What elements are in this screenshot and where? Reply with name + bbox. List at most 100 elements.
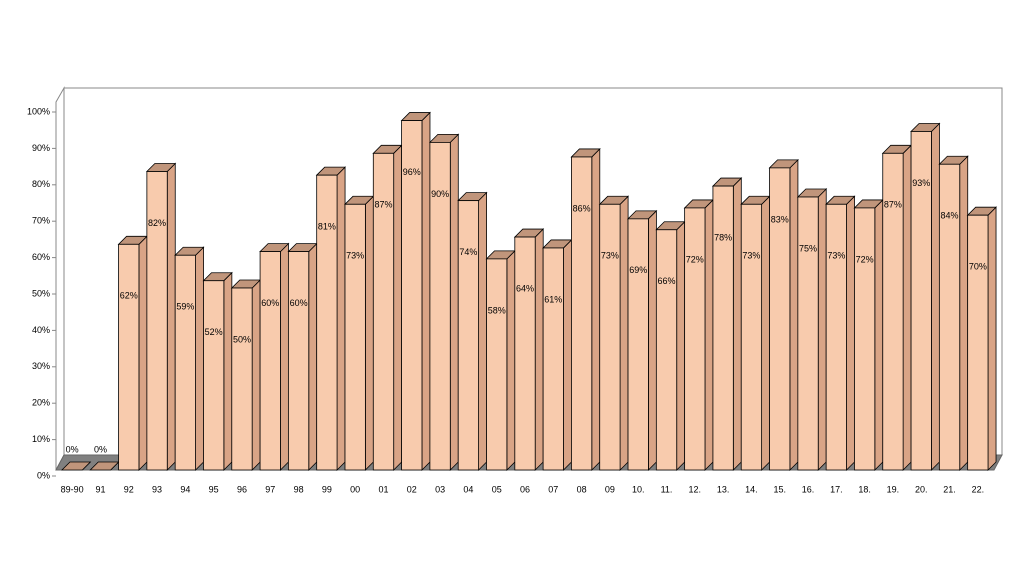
value-label: 62%	[120, 291, 138, 301]
x-tick-label: 94	[180, 484, 190, 494]
value-label: 96%	[403, 167, 421, 177]
bar-side	[251, 279, 261, 471]
bar-side	[987, 206, 997, 471]
x-tick-label: 91	[95, 484, 105, 494]
y-tick-label: 100%	[27, 106, 50, 116]
value-label: 60%	[290, 298, 308, 308]
bar	[457, 200, 479, 471]
value-label: 59%	[176, 302, 194, 312]
bar	[769, 167, 791, 471]
bar	[938, 163, 961, 471]
x-tick-label: 89-90	[61, 484, 84, 494]
x-tick-label: 01	[378, 484, 388, 494]
x-tick-label: 22.	[972, 484, 985, 494]
bar	[854, 207, 876, 471]
bar-side	[761, 195, 771, 471]
bar	[174, 254, 196, 471]
value-label: 69%	[629, 265, 647, 275]
value-label: 70%	[969, 262, 987, 272]
x-tick-label: 13.	[717, 484, 730, 494]
bar-side	[959, 155, 969, 471]
bar	[684, 207, 706, 471]
bar	[203, 280, 225, 471]
value-label: 58%	[488, 305, 506, 315]
bar	[910, 131, 932, 471]
y-tick-label: 80%	[32, 179, 50, 189]
value-label: 87%	[884, 200, 902, 210]
x-tick-label: 93	[152, 484, 162, 494]
value-label: 73%	[742, 251, 760, 261]
value-label: 74%	[459, 247, 477, 257]
bar-side	[846, 195, 855, 471]
x-tick-label: 95	[209, 484, 219, 494]
bar	[372, 152, 395, 471]
value-label: 78%	[714, 232, 732, 242]
x-tick-label: 07	[548, 484, 558, 494]
bar-top	[60, 461, 92, 471]
x-tick-label: 06	[520, 484, 530, 494]
y-tick-label: 30%	[32, 361, 50, 371]
x-tick-label: 00	[350, 484, 360, 494]
x-tick-label: 10.	[632, 484, 645, 494]
value-label: 0%	[94, 444, 107, 454]
bar-side	[478, 191, 487, 471]
bar-side	[280, 242, 289, 471]
value-label: 86%	[573, 203, 591, 213]
x-tick-label: 20.	[915, 484, 928, 494]
value-label: 73%	[601, 251, 619, 261]
y-tick-label: 0%	[37, 470, 50, 480]
bar-side	[874, 198, 884, 471]
y-tick-label: 10%	[32, 434, 50, 444]
y-tick-label: 90%	[32, 143, 50, 153]
bar	[514, 236, 536, 471]
value-label: 82%	[148, 218, 166, 228]
x-tick-label: 97	[265, 484, 275, 494]
x-tick-label: 04	[463, 484, 473, 494]
x-tick-label: 17.	[830, 484, 843, 494]
bar-side	[534, 228, 544, 471]
value-label: 73%	[827, 251, 845, 261]
x-tick-label: 96	[237, 484, 247, 494]
bar-side	[648, 209, 657, 471]
bar	[146, 171, 168, 471]
bar-side	[506, 249, 516, 471]
bar-side	[789, 158, 799, 471]
bar-side	[931, 122, 940, 471]
x-tick-label: 18.	[858, 484, 871, 494]
value-label: 72%	[686, 254, 704, 264]
x-tick-label: 02	[407, 484, 417, 494]
bar	[825, 203, 847, 471]
bar-side	[421, 111, 431, 471]
bar	[118, 243, 140, 471]
value-label: 50%	[233, 334, 251, 344]
bar	[231, 287, 253, 471]
bar	[287, 251, 310, 471]
value-label: 52%	[205, 327, 223, 337]
bar	[655, 229, 678, 471]
value-label: 0%	[66, 444, 79, 454]
y-tick-label: 50%	[32, 288, 50, 298]
bar-side	[563, 238, 572, 471]
x-tick-label: 99	[322, 484, 332, 494]
y-tick-label: 70%	[32, 216, 50, 226]
bar-side	[902, 144, 912, 471]
bar	[401, 120, 423, 471]
bar-side	[336, 166, 346, 471]
bar	[486, 258, 508, 471]
bar-side	[223, 271, 233, 471]
bar-side	[449, 133, 459, 471]
bar	[259, 251, 281, 471]
x-tick-label: 14.	[745, 484, 758, 494]
value-label: 90%	[431, 189, 449, 199]
bar	[542, 247, 564, 471]
x-tick-label: 98	[294, 484, 304, 494]
bar	[316, 174, 338, 471]
bar	[712, 185, 734, 471]
x-tick-label: 05	[492, 484, 502, 494]
value-label: 72%	[856, 254, 874, 264]
bar-side	[308, 242, 318, 471]
bar-side	[591, 147, 601, 471]
value-label: 81%	[318, 222, 336, 232]
value-label: 64%	[516, 283, 534, 293]
